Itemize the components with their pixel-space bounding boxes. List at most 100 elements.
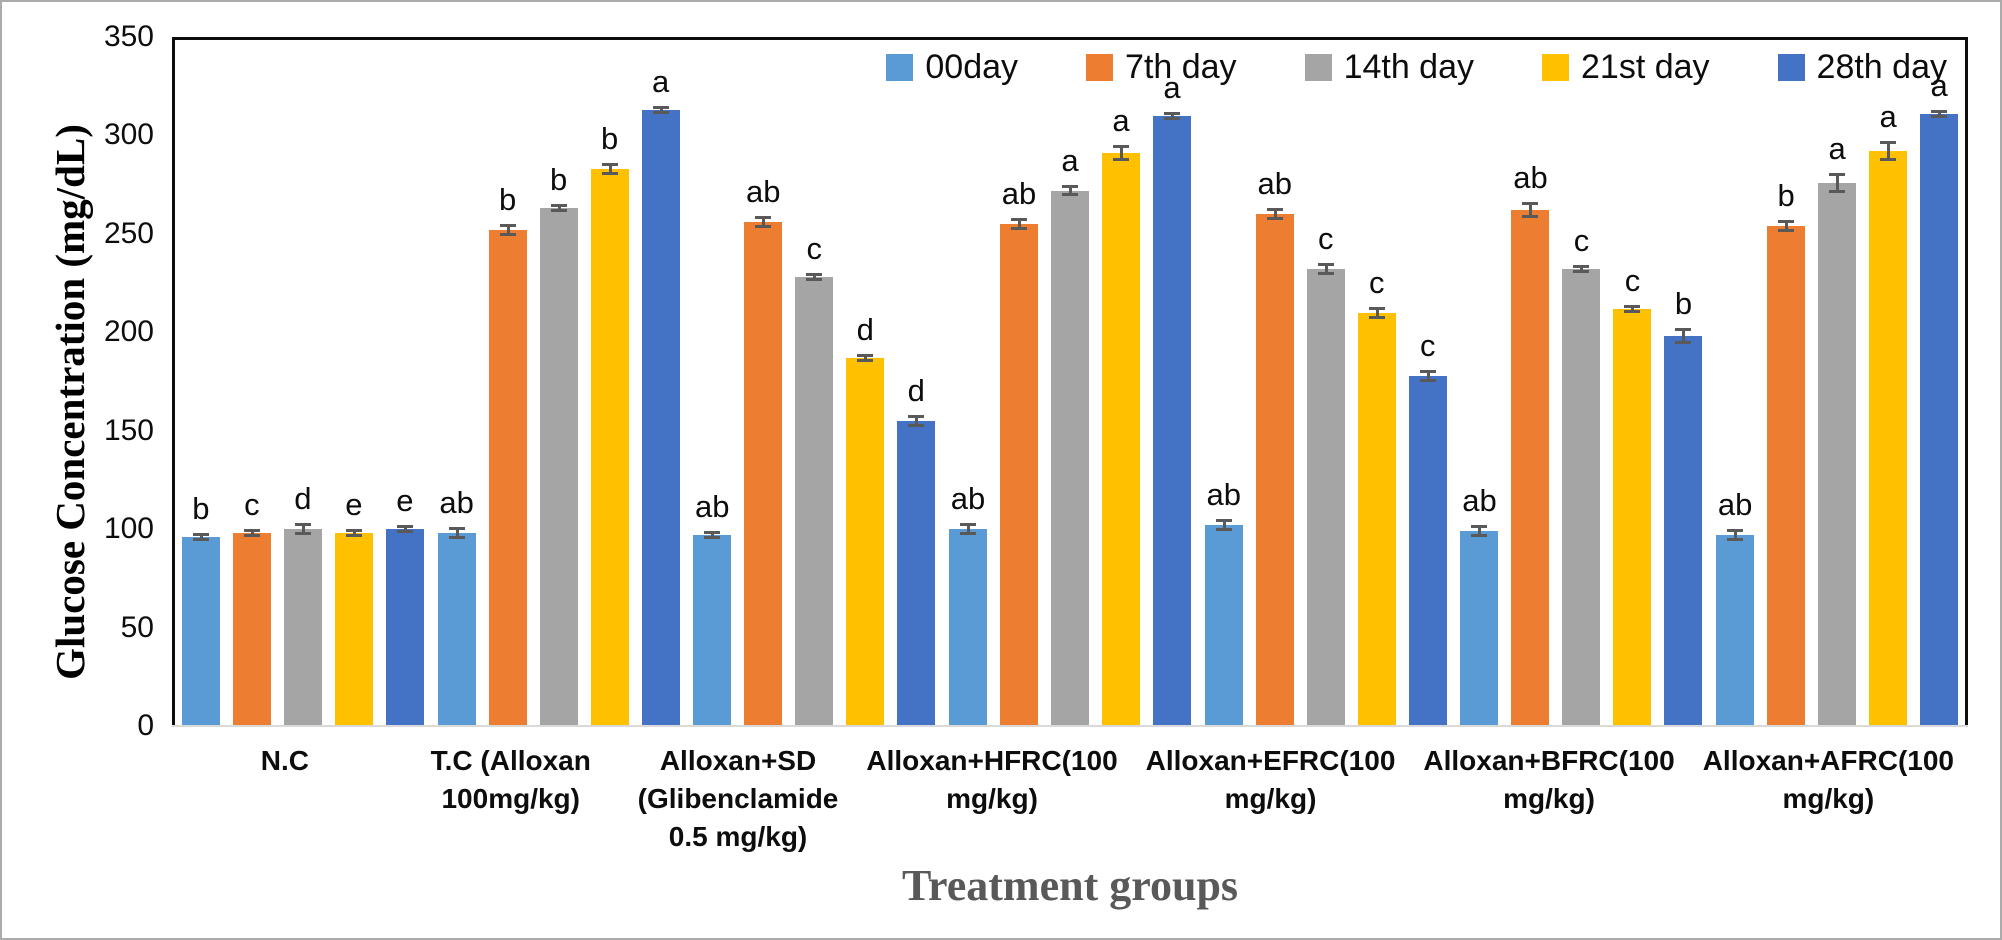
bar-21st-day: c — [1613, 264, 1652, 726]
significance-letter: ab — [1257, 166, 1292, 202]
bar-7th-day: ab — [744, 176, 783, 726]
bar-21st-day: b — [590, 123, 629, 726]
significance-letter: c — [1419, 327, 1436, 363]
significance-letter: e — [345, 487, 363, 523]
legend-item: 21st day — [1542, 48, 1710, 87]
significance-letter: b — [549, 162, 568, 198]
bar-rect — [590, 168, 629, 726]
significance-letter: ab — [1717, 487, 1753, 523]
x-tick-label: T.C (Alloxan 100mg/kg) — [430, 745, 591, 814]
bar-14th-day: c — [1306, 223, 1345, 726]
bar-rect — [539, 208, 578, 726]
bar-rect — [641, 109, 680, 726]
bar-rect — [744, 222, 783, 726]
legend-swatch-icon — [886, 54, 914, 81]
bar-rect — [1000, 224, 1039, 726]
y-tick-label: 350 — [103, 20, 154, 53]
bar-rect — [693, 535, 732, 726]
bar-rect — [232, 533, 271, 726]
bar-rect — [1562, 269, 1601, 726]
legend-label: 7th day — [1125, 48, 1237, 86]
bar-21st-day: c — [1357, 266, 1396, 726]
x-axis-tick-labels: N.C T.C (Alloxan 100mg/kg) Alloxan+SD (Gli… — [172, 742, 1968, 856]
bar-14th-day: a — [1818, 132, 1857, 726]
x-tick-label: Alloxan+SD (Glibenclamide 0.5 mg/kg) — [637, 745, 839, 852]
significance-letter: b — [1777, 178, 1795, 214]
bar-14th-day: d — [283, 483, 322, 726]
significance-letter: b — [1674, 286, 1693, 322]
bar-28th-day: c — [1408, 329, 1447, 726]
bar-rect — [1153, 115, 1192, 726]
legend-swatch-icon — [1086, 54, 1114, 81]
significance-letter: ab — [1462, 483, 1497, 519]
y-tick-label: 250 — [103, 216, 154, 250]
bar-21st-day: a — [1869, 101, 1908, 726]
bar-14th-day: c — [1562, 225, 1601, 726]
y-axis-title: Glucose Concentration (mg/dL) — [47, 124, 93, 680]
plot-area: b c d e e ab b b b a ab ab c d d ab ab a a a ab ab c c c ab ab c c b a… — [172, 37, 1968, 726]
significance-letter: ab — [1206, 477, 1241, 513]
bar-00day: ab — [949, 483, 988, 726]
bar-14th-day: b — [539, 164, 578, 726]
significance-letter: a — [1930, 67, 1948, 103]
legend-item: 7th day — [1086, 48, 1237, 87]
bar-group: ab ab c d d — [686, 40, 942, 726]
bar-rect — [1460, 531, 1499, 726]
significance-letter: c — [1317, 221, 1334, 257]
bar-rect — [1767, 225, 1806, 726]
bar-00day: ab — [1460, 485, 1499, 726]
bar-21st-day: e — [334, 489, 373, 726]
bar-28th-day: a — [1153, 71, 1192, 726]
significance-letter: d — [856, 311, 874, 347]
bar-21st-day: d — [846, 313, 885, 726]
bar-rect — [1255, 214, 1294, 726]
x-tick-label: N.C — [260, 745, 310, 776]
bar-rect — [1204, 525, 1243, 726]
bar-00day: ab — [693, 491, 732, 726]
bar-00day: b — [181, 493, 220, 726]
significance-letter: c — [244, 487, 260, 523]
bar-rect — [334, 533, 373, 726]
legend: 00day 7th day 14th day 21st day 28th day — [886, 48, 1947, 87]
bar-rect — [846, 357, 885, 726]
bar-rect — [1716, 535, 1755, 726]
bar-21st-day: a — [1102, 105, 1141, 726]
x-tick-label: Alloxan+AFRC(100 mg/kg) — [1702, 745, 1954, 814]
y-tick-label: 0 — [137, 709, 154, 742]
bar-group: ab b a a a — [1709, 40, 1965, 726]
bar-rect — [1511, 210, 1550, 726]
significance-letter: a — [1061, 142, 1079, 178]
bar-rect — [1869, 151, 1908, 726]
bar-group: ab ab c c b — [1454, 40, 1710, 726]
bar-group: ab ab a a a — [942, 40, 1198, 726]
bar-28th-day: d — [897, 374, 936, 726]
bar-rect — [897, 420, 936, 726]
significance-letter: a — [1879, 99, 1897, 135]
bar-7th-day: ab — [1255, 168, 1294, 726]
legend-label: 00day — [925, 48, 1019, 86]
significance-letter: b — [498, 182, 517, 218]
bar-7th-day: b — [1767, 180, 1806, 726]
bar-14th-day: a — [1051, 144, 1090, 726]
bar-rect — [1408, 375, 1447, 726]
x-axis-line — [172, 725, 1968, 727]
bar-rect — [1102, 153, 1141, 726]
bar-rect — [795, 277, 834, 726]
x-tick-label: Alloxan+HFRC(100 mg/kg) — [866, 745, 1118, 814]
bar-28th-day: a — [641, 65, 680, 726]
bar-14th-day: c — [795, 233, 834, 726]
y-tick-label: 300 — [103, 118, 154, 152]
significance-letter: a — [1163, 69, 1181, 105]
significance-letter: c — [1368, 264, 1385, 300]
significance-letter: c — [806, 231, 823, 267]
bar-rect — [949, 529, 988, 726]
bar-00day: ab — [437, 487, 476, 726]
significance-letter: b — [192, 491, 210, 527]
significance-letter: e — [396, 483, 414, 519]
x-tick-label: Alloxan+EFRC(100 mg/kg) — [1145, 745, 1396, 814]
bar-rect — [1664, 336, 1703, 726]
legend-item: 14th day — [1304, 48, 1474, 87]
y-tick-label: 200 — [103, 315, 154, 349]
